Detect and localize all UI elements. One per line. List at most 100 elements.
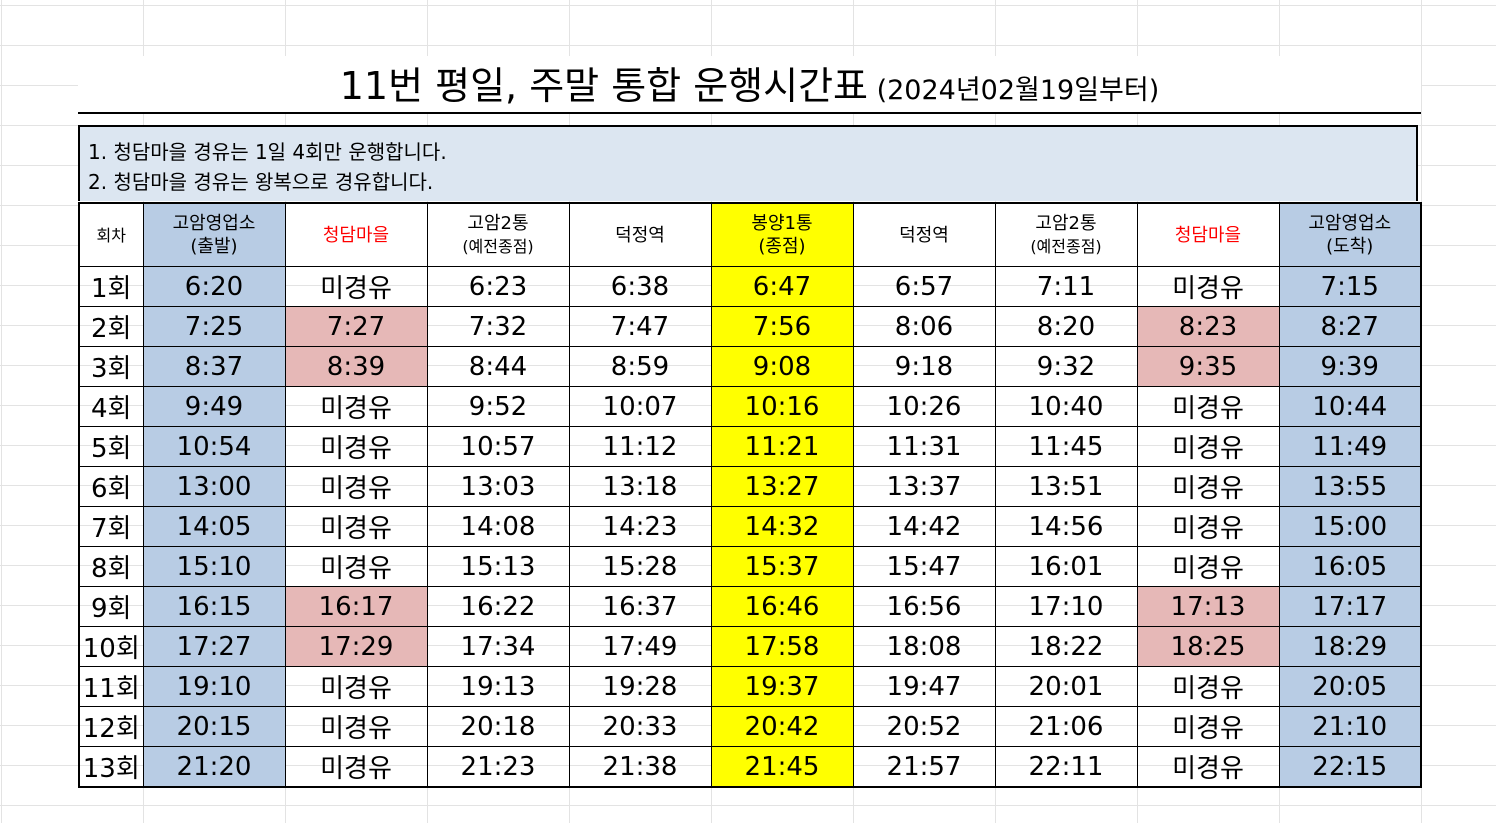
cell-goam-arrive: 22:15 [1278, 746, 1422, 788]
cell-goam2-1: 19:13 [426, 666, 570, 707]
cell-deokjeong-2: 10:26 [852, 386, 996, 427]
cell-round: 8회 [78, 546, 144, 587]
cell-cheongdam-1: 16:17 [284, 586, 428, 627]
cell-deokjeong-1: 10:07 [568, 386, 712, 427]
cell-deokjeong-2: 11:31 [852, 426, 996, 467]
cell-bongyang: 17:58 [710, 626, 854, 667]
cell-deokjeong-2: 18:08 [852, 626, 996, 667]
cell-round: 7회 [78, 506, 144, 547]
cell-goam2-1: 20:18 [426, 706, 570, 747]
cell-cheongdam-1: 미경유 [284, 386, 428, 427]
cell-goam-arrive: 7:15 [1278, 266, 1422, 307]
cell-cheongdam-2: 미경유 [1136, 506, 1280, 547]
cell-deokjeong-2: 14:42 [852, 506, 996, 547]
table-row: 7회 14:05 미경유 14:08 14:23 14:32 14:42 14:56 미경유 15… [78, 506, 1422, 547]
cell-round: 5회 [78, 426, 144, 467]
cell-cheongdam-1: 8:39 [284, 346, 428, 387]
cell-round: 1회 [78, 266, 144, 307]
cell-goam-depart: 20:15 [142, 706, 286, 747]
cell-deokjeong-1: 19:28 [568, 666, 712, 707]
cell-cheongdam-1: 미경유 [284, 546, 428, 587]
cell-goam-depart: 6:20 [142, 266, 286, 307]
cell-deokjeong-1: 11:12 [568, 426, 712, 467]
cell-deokjeong-2: 6:57 [852, 266, 996, 307]
cell-goam-arrive: 10:44 [1278, 386, 1422, 427]
cell-goam2-2: 22:11 [994, 746, 1138, 788]
cell-cheongdam-2: 8:23 [1136, 306, 1280, 347]
cell-cheongdam-1: 미경유 [284, 426, 428, 467]
cell-goam-depart: 10:54 [142, 426, 286, 467]
cell-goam-arrive: 17:17 [1278, 586, 1422, 627]
cell-deokjeong-1: 6:38 [568, 266, 712, 307]
cell-deokjeong-2: 20:52 [852, 706, 996, 747]
cell-goam2-2: 17:10 [994, 586, 1138, 627]
cell-deokjeong-1: 21:38 [568, 746, 712, 788]
cell-deokjeong-2: 19:47 [852, 666, 996, 707]
cell-round: 6회 [78, 466, 144, 507]
cell-cheongdam-2: 미경유 [1136, 466, 1280, 507]
header-goam2-1: 고암2통 (예전종점) [426, 202, 570, 267]
cell-cheongdam-2: 17:13 [1136, 586, 1280, 627]
page-title: 11번 평일, 주말 통합 운행시간표 (2024년02월19일부터) [78, 56, 1421, 114]
cell-bongyang: 13:27 [710, 466, 854, 507]
cell-goam2-2: 7:11 [994, 266, 1138, 307]
table-row: 5회 10:54 미경유 10:57 11:12 11:21 11:31 11:45 미경유 11… [78, 426, 1422, 467]
cell-deokjeong-2: 9:18 [852, 346, 996, 387]
table-row: 6회 13:00 미경유 13:03 13:18 13:27 13:37 13:51 미경유 13… [78, 466, 1422, 507]
cell-deokjeong-1: 8:59 [568, 346, 712, 387]
cell-round: 13회 [78, 746, 144, 788]
header-round: 회차 [78, 202, 144, 267]
table-row: 12회 20:15 미경유 20:18 20:33 20:42 20:52 21:06 미경유 2… [78, 706, 1422, 747]
cell-goam2-2: 21:06 [994, 706, 1138, 747]
cell-goam-arrive: 20:05 [1278, 666, 1422, 707]
cell-deokjeong-2: 15:47 [852, 546, 996, 587]
table-row: 11회 19:10 미경유 19:13 19:28 19:37 19:47 20:01 미경유 2… [78, 666, 1422, 707]
cell-round: 11회 [78, 666, 144, 707]
cell-bongyang: 6:47 [710, 266, 854, 307]
timetable: 회차 고암영업소 (출발) 청담마을 고암2통 (예전종점) 덕정역 봉양1통 … [78, 202, 1422, 788]
cell-bongyang: 7:56 [710, 306, 854, 347]
cell-deokjeong-1: 17:49 [568, 626, 712, 667]
cell-round: 9회 [78, 586, 144, 627]
cell-goam-depart: 7:25 [142, 306, 286, 347]
cell-goam-arrive: 9:39 [1278, 346, 1422, 387]
cell-cheongdam-2: 미경유 [1136, 266, 1280, 307]
cell-cheongdam-2: 9:35 [1136, 346, 1280, 387]
cell-goam2-2: 10:40 [994, 386, 1138, 427]
cell-deokjeong-1: 14:23 [568, 506, 712, 547]
cell-round: 12회 [78, 706, 144, 747]
cell-goam2-1: 7:32 [426, 306, 570, 347]
notes-box: 1. 청담마을 경유는 1일 4회만 운행합니다. 2. 청담마을 경유는 왕복… [78, 125, 1418, 201]
cell-bongyang: 19:37 [710, 666, 854, 707]
cell-goam2-1: 17:34 [426, 626, 570, 667]
title-sub: (2024년02월19일부터) [868, 75, 1160, 106]
cell-round: 3회 [78, 346, 144, 387]
cell-goam-arrive: 18:29 [1278, 626, 1422, 667]
cell-cheongdam-1: 미경유 [284, 266, 428, 307]
cell-cheongdam-1: 미경유 [284, 746, 428, 788]
title-main: 11번 평일, 주말 통합 운행시간표 [339, 64, 868, 108]
cell-goam-depart: 15:10 [142, 546, 286, 587]
cell-cheongdam-2: 미경유 [1136, 666, 1280, 707]
cell-cheongdam-2: 미경유 [1136, 706, 1280, 747]
cell-goam2-1: 15:13 [426, 546, 570, 587]
table-row: 10회 17:27 17:29 17:34 17:49 17:58 18:08 18:22 18… [78, 626, 1422, 667]
timetable-body: 1회 6:20 미경유 6:23 6:38 6:47 6:57 7:11 미경유 7:15 2회 7:… [78, 266, 1422, 788]
note-line-2: 2. 청담마을 경유는 왕복으로 경유합니다. [88, 170, 434, 194]
cell-cheongdam-2: 미경유 [1136, 746, 1280, 788]
cell-goam-depart: 14:05 [142, 506, 286, 547]
cell-bongyang: 15:37 [710, 546, 854, 587]
cell-cheongdam-2: 18:25 [1136, 626, 1280, 667]
header-deokjeong-1: 덕정역 [568, 202, 712, 267]
cell-bongyang: 16:46 [710, 586, 854, 627]
cell-goam-depart: 17:27 [142, 626, 286, 667]
cell-bongyang: 20:42 [710, 706, 854, 747]
table-row: 9회 16:15 16:17 16:22 16:37 16:46 16:56 17:10 17:… [78, 586, 1422, 627]
cell-cheongdam-1: 미경유 [284, 706, 428, 747]
cell-goam-arrive: 11:49 [1278, 426, 1422, 467]
cell-goam2-1: 9:52 [426, 386, 570, 427]
cell-deokjeong-2: 13:37 [852, 466, 996, 507]
header-row: 회차 고암영업소 (출발) 청담마을 고암2통 (예전종점) 덕정역 봉양1통 … [78, 202, 1422, 267]
cell-goam-arrive: 21:10 [1278, 706, 1422, 747]
cell-goam2-1: 10:57 [426, 426, 570, 467]
